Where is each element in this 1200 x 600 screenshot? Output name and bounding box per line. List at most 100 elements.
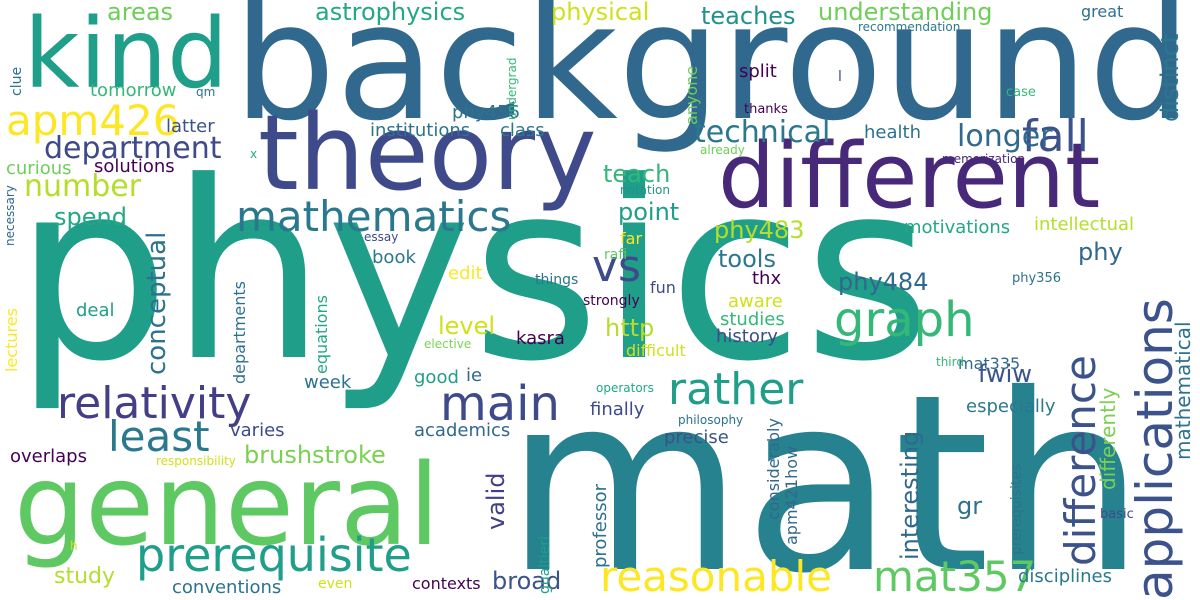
word: mathematical bbox=[1171, 321, 1195, 460]
word: notation bbox=[620, 183, 670, 197]
word: finally bbox=[590, 399, 645, 420]
word: apm426 bbox=[6, 96, 180, 145]
word: lectures bbox=[2, 308, 21, 372]
word: math bbox=[505, 342, 1146, 600]
word: tools bbox=[718, 245, 776, 273]
word: essay bbox=[364, 230, 399, 244]
word: apm421how bbox=[782, 445, 801, 545]
word: strongly bbox=[583, 293, 640, 309]
word: technical bbox=[694, 115, 831, 150]
word: recommendation bbox=[858, 20, 961, 34]
word: mathematics bbox=[236, 192, 512, 241]
word: teaches bbox=[701, 2, 796, 30]
word: theory bbox=[258, 92, 597, 214]
word: institutions bbox=[370, 120, 471, 141]
word: mat357 bbox=[873, 552, 1037, 600]
word: background bbox=[233, 0, 1192, 157]
word: tomorrow bbox=[90, 80, 177, 101]
word: ie bbox=[466, 365, 483, 386]
word: teach bbox=[603, 160, 671, 188]
word: differently bbox=[1096, 387, 1120, 490]
word: number bbox=[24, 169, 142, 204]
word: physics bbox=[14, 130, 932, 416]
word: things bbox=[535, 272, 579, 288]
word: x bbox=[250, 147, 258, 161]
word: undergrad bbox=[505, 57, 519, 120]
word: prerequisite bbox=[136, 528, 412, 582]
word: intellectual bbox=[1034, 214, 1135, 235]
word: clue bbox=[9, 66, 25, 96]
word: interesting bbox=[896, 430, 924, 560]
word: gr bbox=[957, 492, 983, 520]
word: great bbox=[1081, 2, 1124, 21]
word: already bbox=[700, 143, 745, 157]
word: class bbox=[500, 120, 545, 141]
word: considerably bbox=[764, 418, 783, 520]
word: understanding bbox=[818, 0, 993, 26]
word: contexts bbox=[412, 574, 481, 593]
word: good bbox=[414, 367, 459, 388]
word: basic bbox=[1100, 507, 1134, 522]
word: conceptual bbox=[142, 231, 172, 375]
word: relativity bbox=[57, 378, 252, 429]
word: necessary bbox=[3, 185, 17, 246]
word: graph bbox=[834, 292, 975, 348]
word: least bbox=[108, 412, 210, 461]
word: brushstroke bbox=[244, 441, 386, 469]
word: different bbox=[718, 124, 1101, 229]
word: solutions bbox=[94, 156, 175, 177]
word: point bbox=[618, 198, 680, 226]
word: rafi bbox=[604, 247, 628, 263]
word: book bbox=[372, 247, 416, 268]
word: kasra bbox=[516, 328, 565, 349]
word: edit bbox=[448, 263, 483, 284]
word: phy356 bbox=[1012, 271, 1061, 286]
word: http bbox=[605, 314, 655, 342]
word: studies bbox=[720, 309, 785, 330]
word: department bbox=[44, 131, 222, 166]
word: especially bbox=[966, 396, 1056, 417]
word: study bbox=[54, 564, 116, 589]
word: split bbox=[739, 61, 777, 82]
word: motivations bbox=[904, 217, 1011, 238]
word: fall bbox=[1022, 111, 1089, 162]
word: fwiw bbox=[978, 360, 1032, 388]
word: physical bbox=[551, 0, 650, 26]
word: overlaps bbox=[10, 446, 87, 467]
word: memorization bbox=[942, 152, 1026, 166]
word: kind bbox=[24, 0, 229, 110]
word: h bbox=[70, 539, 78, 553]
word: qm bbox=[196, 85, 216, 99]
word: deal bbox=[76, 300, 115, 321]
word: spend bbox=[54, 203, 127, 231]
word: phy bbox=[1078, 238, 1123, 266]
word: far bbox=[620, 229, 643, 248]
word: equations bbox=[312, 295, 331, 374]
word: aware bbox=[728, 291, 783, 312]
word: level bbox=[438, 312, 496, 340]
word: gualtieri bbox=[537, 536, 553, 594]
word: prerequisites bbox=[1009, 463, 1025, 555]
word: history bbox=[716, 326, 778, 347]
word: professor bbox=[590, 483, 611, 568]
word: valid bbox=[482, 472, 510, 530]
word: responsibility bbox=[156, 454, 236, 468]
word: difficult bbox=[626, 341, 686, 360]
word: varies bbox=[230, 420, 285, 441]
word: astrophysics bbox=[315, 0, 466, 26]
word: academics bbox=[414, 420, 511, 441]
word: third bbox=[936, 355, 964, 369]
word: thx bbox=[752, 268, 782, 289]
word: distinct bbox=[1156, 33, 1184, 122]
word: reasonable bbox=[600, 552, 833, 600]
word: phy483 bbox=[714, 216, 805, 244]
word: rather bbox=[668, 364, 804, 415]
word: phy456 bbox=[452, 102, 520, 123]
word: phy484 bbox=[838, 268, 929, 296]
word: thanks bbox=[744, 102, 788, 117]
word: disciplines bbox=[1018, 566, 1112, 587]
word: main bbox=[440, 376, 560, 432]
word: departments bbox=[230, 281, 249, 384]
word: philosophy bbox=[678, 413, 744, 427]
